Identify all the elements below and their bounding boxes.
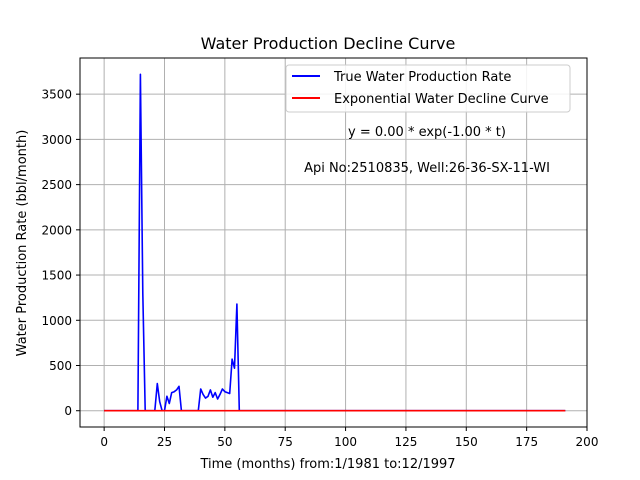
x-tick-label: 25	[157, 435, 172, 449]
axes-frame	[79, 57, 588, 428]
y-tick-label: 3500	[41, 88, 72, 102]
y-axis-label: Water Production Rate (bbl/month)	[15, 130, 30, 357]
y-tick-label: 2500	[41, 178, 72, 192]
x-tick-label: 50	[217, 435, 232, 449]
y-tick-label: 2000	[41, 223, 72, 237]
plot-series	[104, 73, 566, 412]
y-tick-label: 1000	[41, 314, 72, 328]
x-tick-label: 125	[394, 435, 417, 449]
x-tick-label: 200	[576, 435, 599, 449]
y-tick-label: 1500	[41, 269, 72, 283]
y-tick-label: 500	[49, 359, 72, 373]
x-tick-label: 175	[515, 435, 538, 449]
y-tick-label: 3000	[41, 133, 72, 147]
chart-title: Water Production Decline Curve	[201, 34, 456, 53]
x-tick-label: 75	[278, 435, 293, 449]
axis-ticks: 0 25 50 75 100 125 150 175 200050010001500200025…	[41, 88, 598, 449]
x-tick-label: 0	[100, 435, 108, 449]
x-axis-label: Time (months) from:1/1981 to:12/1997	[199, 457, 455, 472]
legend-label-decline-curve: Exponential Water Decline Curve	[334, 92, 549, 107]
y-tick-label: 0	[64, 404, 72, 418]
x-tick-label: 100	[334, 435, 357, 449]
legend: True Water Production Rate Exponential W…	[285, 64, 571, 113]
legend-label-true-rate: True Water Production Rate	[333, 70, 511, 85]
legend-box	[285, 64, 571, 113]
equation-annotation: y = 0.00 * exp(-1.00 * t)	[348, 125, 506, 140]
x-tick-label: 150	[455, 435, 478, 449]
well-annotation: Api No:2510835, Well:26-36-SX-11-WI	[304, 161, 550, 176]
